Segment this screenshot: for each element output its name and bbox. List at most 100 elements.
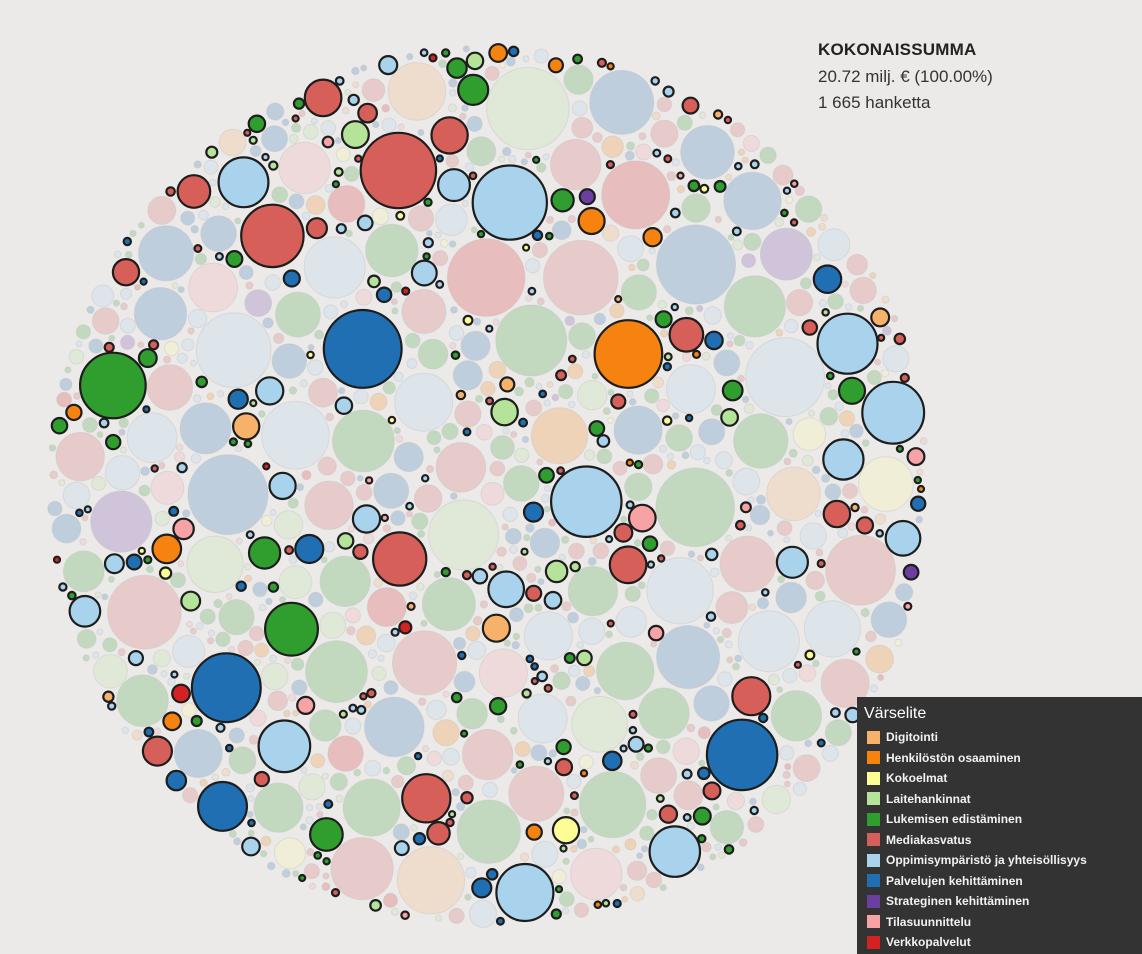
project-bubble[interactable] — [726, 340, 734, 348]
project-bubble[interactable] — [137, 221, 145, 229]
project-bubble[interactable] — [583, 665, 596, 678]
project-bubble[interactable] — [495, 916, 505, 926]
project-bubble[interactable] — [523, 611, 573, 661]
project-bubble[interactable] — [307, 591, 324, 608]
project-bubble[interactable] — [565, 695, 577, 707]
project-bubble[interactable] — [391, 307, 399, 315]
project-bubble[interactable] — [766, 466, 821, 522]
project-bubble[interactable] — [420, 619, 428, 627]
project-bubble[interactable] — [291, 122, 302, 134]
project-bubble[interactable] — [321, 772, 329, 780]
project-bubble[interactable] — [428, 499, 500, 571]
project-bubble[interactable] — [713, 179, 727, 193]
project-bubble[interactable] — [772, 164, 794, 186]
project-bubble[interactable] — [490, 397, 519, 427]
project-bubble[interactable] — [390, 281, 403, 293]
project-bubble[interactable] — [268, 160, 279, 171]
project-bubble[interactable] — [709, 853, 717, 861]
project-bubble[interactable] — [433, 571, 441, 579]
project-bubble[interactable] — [855, 516, 875, 535]
project-bubble[interactable] — [696, 554, 705, 562]
project-bubble[interactable] — [442, 747, 460, 766]
project-bubble[interactable] — [648, 247, 656, 255]
project-bubble[interactable] — [645, 871, 663, 889]
project-bubble[interactable] — [81, 514, 89, 522]
project-bubble[interactable] — [785, 195, 794, 204]
project-bubble[interactable] — [503, 639, 512, 647]
project-bubble[interactable] — [514, 447, 530, 463]
project-bubble[interactable] — [278, 565, 313, 600]
project-bubble[interactable] — [593, 319, 664, 389]
project-bubble[interactable] — [676, 185, 686, 194]
project-bubble[interactable] — [216, 389, 225, 398]
project-bubble[interactable] — [407, 205, 435, 232]
project-bubble[interactable] — [749, 504, 771, 526]
project-bubble[interactable] — [502, 506, 518, 522]
project-bubble[interactable] — [168, 505, 180, 517]
project-bubble[interactable] — [531, 840, 559, 868]
project-bubble[interactable] — [413, 484, 443, 513]
project-bubble[interactable] — [550, 188, 575, 213]
project-bubble[interactable] — [118, 417, 129, 429]
project-bubble[interactable] — [501, 146, 512, 157]
project-bubble[interactable] — [704, 547, 719, 562]
project-bubble[interactable] — [824, 483, 842, 501]
project-bubble[interactable] — [659, 540, 676, 557]
project-bubble[interactable] — [121, 726, 130, 735]
project-bubble[interactable] — [709, 567, 720, 578]
project-bubble[interactable] — [56, 391, 72, 408]
project-bubble[interactable] — [413, 751, 423, 761]
project-bubble[interactable] — [460, 729, 469, 738]
project-bubble[interactable] — [446, 57, 468, 79]
project-bubble[interactable] — [532, 155, 541, 164]
project-bubble[interactable] — [593, 900, 603, 910]
project-bubble[interactable] — [138, 484, 151, 497]
project-bubble[interactable] — [770, 690, 823, 742]
project-bubble[interactable] — [567, 566, 619, 617]
project-bubble[interactable] — [442, 690, 450, 698]
project-bubble[interactable] — [257, 719, 312, 774]
project-bubble[interactable] — [628, 398, 637, 406]
project-bubble[interactable] — [182, 787, 199, 804]
project-bubble[interactable] — [756, 597, 770, 610]
project-bubble[interactable] — [445, 817, 455, 828]
project-bubble[interactable] — [650, 119, 679, 148]
project-bubble[interactable] — [705, 718, 779, 792]
project-bubble[interactable] — [329, 772, 348, 791]
project-bubble[interactable] — [525, 294, 533, 302]
project-bubble[interactable] — [575, 675, 591, 692]
project-bubble[interactable] — [93, 653, 128, 689]
project-bubble[interactable] — [435, 914, 443, 922]
project-bubble[interactable] — [305, 816, 314, 825]
project-bubble[interactable] — [308, 882, 317, 890]
project-bubble[interactable] — [525, 399, 543, 417]
project-bubble[interactable] — [234, 445, 242, 453]
project-bubble[interactable] — [281, 118, 290, 127]
project-bubble[interactable] — [760, 588, 770, 597]
project-bubble[interactable] — [96, 431, 104, 439]
project-bubble[interactable] — [703, 306, 722, 325]
project-bubble[interactable] — [321, 882, 331, 891]
project-bubble[interactable] — [509, 726, 518, 735]
project-bubble[interactable] — [58, 582, 68, 592]
project-bubble[interactable] — [739, 501, 752, 514]
project-bubble[interactable] — [170, 670, 179, 679]
project-bubble[interactable] — [264, 601, 320, 657]
project-bubble[interactable] — [262, 317, 274, 329]
project-bubble[interactable] — [776, 686, 784, 694]
project-bubble[interactable] — [419, 48, 429, 58]
project-bubble[interactable] — [138, 225, 195, 282]
project-bubble[interactable] — [825, 534, 896, 606]
project-bubble[interactable] — [710, 404, 723, 416]
project-bubble[interactable] — [714, 843, 722, 852]
project-bubble[interactable] — [488, 562, 497, 571]
project-bubble[interactable] — [915, 515, 924, 524]
project-bubble[interactable] — [627, 735, 645, 753]
project-bubble[interactable] — [573, 902, 590, 918]
project-bubble[interactable] — [381, 103, 391, 113]
project-bubble[interactable] — [430, 116, 469, 155]
project-bubble[interactable] — [735, 519, 746, 531]
project-bubble[interactable] — [96, 628, 104, 636]
project-bubble[interactable] — [498, 61, 506, 69]
project-bubble[interactable] — [253, 658, 262, 667]
